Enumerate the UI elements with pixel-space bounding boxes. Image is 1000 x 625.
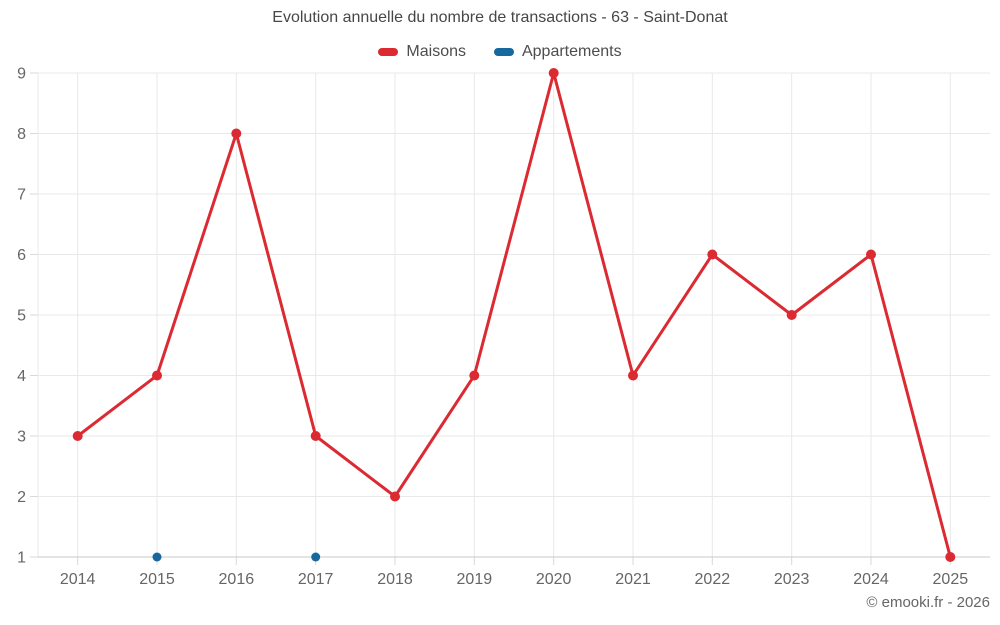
x-axis-label: 2025 bbox=[933, 571, 969, 588]
data-point-maisons-2025[interactable] bbox=[945, 552, 956, 562]
legend-item-maisons[interactable]: Maisons bbox=[378, 43, 466, 61]
x-axis-label: 2019 bbox=[457, 571, 493, 588]
x-axis-label: 2023 bbox=[774, 571, 810, 588]
y-axis-label: 8 bbox=[17, 126, 26, 143]
y-axis-label: 2 bbox=[17, 489, 26, 506]
data-point-maisons-2022[interactable] bbox=[707, 249, 718, 260]
series-line-maisons bbox=[76, 71, 952, 559]
y-axis-label: 9 bbox=[17, 66, 26, 83]
chart-title: Evolution annuelle du nombre de transact… bbox=[272, 9, 728, 26]
copyright-text: © emooki.fr - 2026 bbox=[866, 594, 990, 611]
data-point-maisons-2017[interactable] bbox=[310, 431, 321, 441]
data-point-maisons-2019[interactable] bbox=[469, 370, 480, 381]
x-axis-label: 2017 bbox=[298, 571, 334, 588]
x-axis-label: 2018 bbox=[377, 571, 413, 588]
data-point-maisons-2021[interactable] bbox=[628, 370, 638, 381]
legend-item-appartements[interactable]: Appartements bbox=[493, 43, 622, 61]
data-point-maisons-2014[interactable] bbox=[72, 431, 83, 441]
x-axis-label: 2016 bbox=[219, 571, 255, 588]
maisons-series-marker-icon bbox=[378, 48, 399, 56]
x-axis-label: 2021 bbox=[615, 571, 651, 588]
x-axis-label: 2014 bbox=[60, 571, 96, 588]
y-axis-label: 7 bbox=[17, 187, 26, 204]
y-axis-label: 1 bbox=[17, 550, 26, 567]
data-point-maisons-2023[interactable] bbox=[786, 310, 797, 320]
data-point-maisons-2018[interactable] bbox=[390, 491, 400, 502]
y-axis-label: 5 bbox=[17, 308, 26, 325]
y-axis-label: 3 bbox=[17, 429, 26, 446]
data-point-maisons-2020[interactable] bbox=[548, 68, 559, 78]
x-axis-label: 2015 bbox=[139, 571, 175, 588]
appartements-series-marker-icon bbox=[493, 48, 514, 56]
data-point-appartements-2015[interactable] bbox=[152, 552, 162, 562]
data-point-maisons-2016[interactable] bbox=[231, 128, 242, 139]
data-point-appartements-2017[interactable] bbox=[311, 552, 321, 562]
y-axis-label: 4 bbox=[17, 368, 26, 385]
x-axis-label: 2020 bbox=[536, 571, 572, 588]
data-point-maisons-2015[interactable] bbox=[152, 370, 162, 381]
legend-label-maisons: Maisons bbox=[406, 43, 466, 60]
x-axis-label: 2022 bbox=[695, 571, 731, 588]
x-axis-label: 2024 bbox=[853, 571, 889, 588]
legend-label-appartements: Appartements bbox=[521, 43, 622, 60]
y-axis-label: 6 bbox=[17, 247, 26, 264]
data-point-maisons-2024[interactable] bbox=[866, 249, 876, 260]
legend: Maisons Appartements bbox=[0, 43, 1000, 61]
